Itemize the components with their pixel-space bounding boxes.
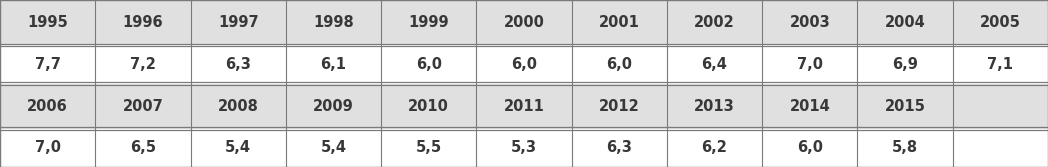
Bar (0, 84, 95, 129)
Text: 5,4: 5,4 (225, 140, 252, 155)
Bar (762, 129, 857, 167)
Bar (95, 84, 191, 129)
Bar (667, 129, 762, 167)
Text: 2005: 2005 (980, 15, 1021, 30)
Bar (381, 45, 477, 84)
Bar (762, 0, 857, 45)
Bar (0, 129, 95, 167)
Bar (191, 84, 286, 129)
Text: 5,4: 5,4 (321, 140, 347, 155)
Bar (667, 84, 762, 129)
Bar (953, 84, 1048, 129)
Bar (762, 45, 857, 84)
Text: 2001: 2001 (598, 15, 639, 30)
Bar (95, 0, 191, 45)
Bar (191, 45, 286, 84)
Text: 6,0: 6,0 (796, 140, 823, 155)
Text: 2013: 2013 (694, 99, 735, 114)
Text: 1999: 1999 (409, 15, 449, 30)
Bar (191, 0, 286, 45)
Text: 6,2: 6,2 (701, 140, 727, 155)
Text: 5,3: 5,3 (511, 140, 537, 155)
Bar (286, 0, 381, 45)
Bar (95, 129, 191, 167)
Text: 2004: 2004 (885, 15, 925, 30)
Text: 1995: 1995 (27, 15, 68, 30)
Bar (477, 84, 571, 129)
Bar (571, 129, 667, 167)
Text: 5,5: 5,5 (416, 140, 442, 155)
Text: 2002: 2002 (694, 15, 735, 30)
Text: 2015: 2015 (885, 99, 925, 114)
Bar (857, 84, 953, 129)
Bar (571, 45, 667, 84)
Bar (953, 129, 1048, 167)
Text: 7,0: 7,0 (796, 57, 823, 72)
Bar (191, 129, 286, 167)
Bar (0, 0, 95, 45)
Bar (477, 129, 571, 167)
Text: 6,4: 6,4 (701, 57, 727, 72)
Bar (857, 45, 953, 84)
Text: 2000: 2000 (503, 15, 545, 30)
Text: 6,0: 6,0 (607, 57, 632, 72)
Bar (857, 0, 953, 45)
Text: 6,0: 6,0 (511, 57, 537, 72)
Bar (286, 129, 381, 167)
Text: 2009: 2009 (313, 99, 354, 114)
Text: 1997: 1997 (218, 15, 259, 30)
Text: 2006: 2006 (27, 99, 68, 114)
Bar (381, 129, 477, 167)
Text: 7,2: 7,2 (130, 57, 156, 72)
Bar (953, 0, 1048, 45)
Text: 6,9: 6,9 (892, 57, 918, 72)
Text: 6,3: 6,3 (607, 140, 632, 155)
Bar (95, 45, 191, 84)
Text: 1998: 1998 (313, 15, 354, 30)
Text: 2008: 2008 (218, 99, 259, 114)
Text: 6,1: 6,1 (321, 57, 347, 72)
Bar (381, 0, 477, 45)
Bar (571, 0, 667, 45)
Bar (286, 84, 381, 129)
Bar (0, 45, 95, 84)
Bar (571, 84, 667, 129)
Bar (381, 84, 477, 129)
Text: 1996: 1996 (123, 15, 163, 30)
Bar (477, 45, 571, 84)
Text: 2010: 2010 (409, 99, 450, 114)
Bar (667, 0, 762, 45)
Text: 6,5: 6,5 (130, 140, 156, 155)
Text: 6,0: 6,0 (416, 57, 441, 72)
Text: 7,7: 7,7 (35, 57, 61, 72)
Text: 2011: 2011 (503, 99, 545, 114)
Text: 2012: 2012 (598, 99, 639, 114)
Text: 7,0: 7,0 (35, 140, 61, 155)
Bar (667, 45, 762, 84)
Bar (857, 129, 953, 167)
Text: 2003: 2003 (789, 15, 830, 30)
Bar (762, 84, 857, 129)
Text: 2007: 2007 (123, 99, 163, 114)
Text: 2014: 2014 (789, 99, 830, 114)
Bar (286, 45, 381, 84)
Bar (477, 0, 571, 45)
Bar (953, 45, 1048, 84)
Text: 7,1: 7,1 (987, 57, 1013, 72)
Text: 5,8: 5,8 (892, 140, 918, 155)
Text: 6,3: 6,3 (225, 57, 252, 72)
